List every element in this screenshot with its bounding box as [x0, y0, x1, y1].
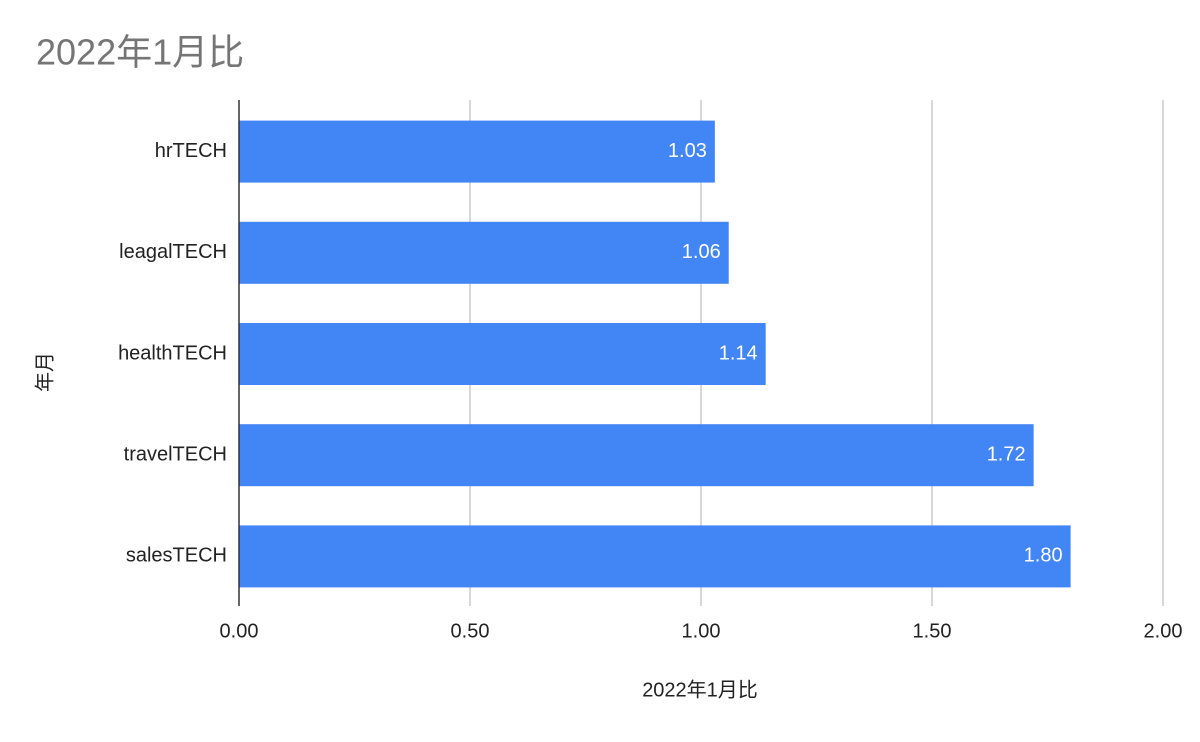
x-axis-label: 2022年1月比: [642, 678, 758, 701]
bar: [239, 525, 1071, 588]
y-tick-label: healthTECH: [118, 342, 227, 364]
data-label: 1.03: [668, 140, 707, 162]
data-label: 1.72: [987, 443, 1026, 465]
x-tick-label: 1.00: [682, 620, 721, 642]
x-tick-label: 1.50: [913, 620, 952, 642]
x-tick-label: 2.00: [1144, 620, 1183, 642]
bar: [239, 221, 729, 284]
data-label: 1.80: [1024, 545, 1063, 567]
y-tick-label: hrTECH: [155, 140, 227, 162]
bar: [239, 120, 715, 183]
bar: [239, 424, 1034, 487]
data-label: 1.14: [719, 342, 758, 364]
y-axis-label: 年月: [33, 352, 56, 392]
y-tick-label: travelTECH: [124, 443, 227, 465]
bar: [239, 323, 766, 385]
x-tick-label: 0.50: [451, 620, 490, 642]
chart-title: 2022年1月比: [36, 32, 244, 73]
x-tick-label: 0.00: [220, 620, 259, 642]
y-tick-label: salesTECH: [126, 545, 227, 567]
y-tick-label: leagalTECH: [119, 241, 227, 263]
data-label: 1.06: [682, 241, 721, 263]
